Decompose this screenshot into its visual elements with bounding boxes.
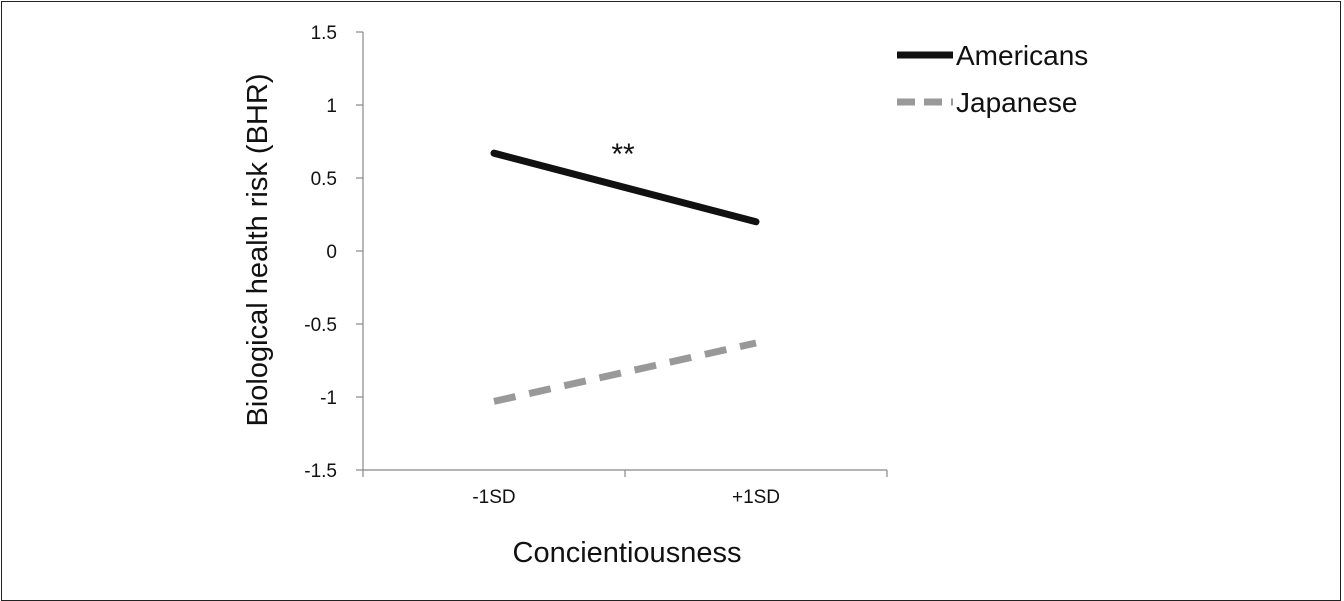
y-tick-label: 0.5 [311, 169, 337, 190]
legend-label-japanese: Japanese [956, 87, 1077, 118]
y-tick-label: -0.5 [304, 315, 337, 336]
x-tick-label: +1SD [732, 487, 780, 508]
chart-annotations: ** [611, 138, 635, 171]
chart-series [490, 149, 760, 405]
line-chart: 1.5 1 0.5 0 -0.5 -1 -1.5 -1SD +1SD Americans Jap… [242, 23, 1088, 569]
significance-annotation: ** [611, 138, 635, 171]
y-axis-title: Biological health risk (BHR) [242, 74, 274, 427]
y-tick-label: 1.5 [311, 23, 337, 44]
y-axis-ticks: 1.5 1 0.5 0 -0.5 -1 -1.5 [304, 23, 363, 482]
series-line-americans [490, 149, 760, 226]
chart-legend: Americans Japanese [897, 40, 1088, 118]
x-axis-ticks: -1SD +1SD [362, 470, 888, 508]
y-tick-label: -1.5 [304, 461, 337, 482]
series-line-japanese [493, 339, 757, 405]
y-tick-label: 1 [326, 96, 337, 117]
y-tick-label: -1 [320, 388, 337, 409]
x-tick-label: -1SD [472, 487, 515, 508]
y-tick-label: 0 [326, 242, 337, 263]
x-axis-title: Concientiousness [513, 537, 742, 569]
legend-label-americans: Americans [956, 40, 1088, 71]
chart-axes [362, 32, 887, 471]
